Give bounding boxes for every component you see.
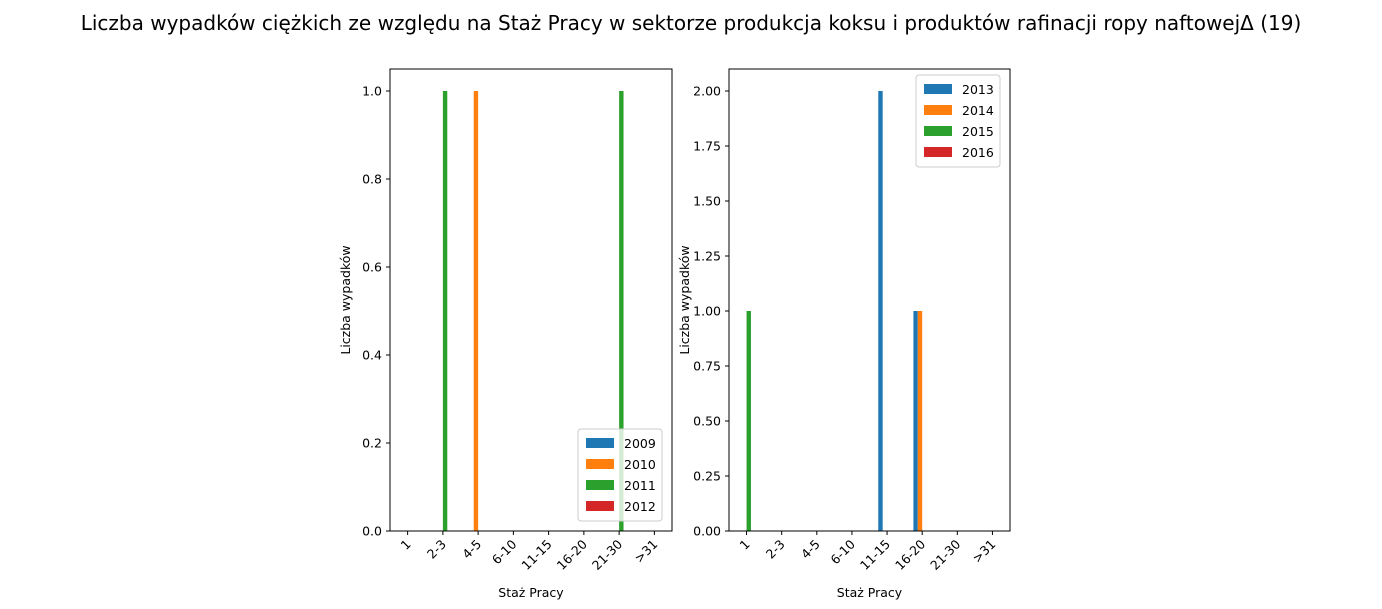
plot-frame (389, 68, 673, 532)
x-tick-label: 2-3 (763, 537, 788, 562)
bar-2013-11-15 (878, 91, 883, 531)
x-tick-label: 16-20 (554, 536, 590, 572)
legend-frame (577, 428, 663, 522)
legend-swatch-2013 (924, 84, 952, 94)
x-tick-label: 2-3 (424, 537, 449, 562)
plot-frame (728, 68, 1011, 532)
x-tick-label: 16-20 (892, 536, 928, 572)
legend-label-2011: 2011 (624, 478, 656, 493)
figure-title: Liczba wypadków ciężkich ze względu na S… (81, 11, 1302, 35)
y-tick-label: 0.25 (693, 469, 721, 484)
x-axis-label: Staż Pracy (837, 585, 903, 600)
legend-label-2014: 2014 (962, 103, 994, 118)
legend-label-2010: 2010 (624, 457, 656, 472)
x-tick-label: 1 (398, 537, 414, 553)
x-tick-label: 21-30 (927, 536, 963, 572)
y-tick-label: 1.75 (693, 139, 721, 154)
legend-swatch-2012 (586, 501, 614, 511)
legend-label-2013: 2013 (962, 82, 994, 97)
y-tick-label: 0.50 (693, 414, 721, 429)
y-tick-label: 0.2 (362, 436, 382, 451)
y-tick-label: 0.8 (362, 172, 382, 187)
y-tick-label: 0.75 (693, 359, 721, 374)
legend-swatch-2016 (924, 147, 952, 157)
x-tick-label: 4-5 (459, 537, 484, 562)
y-tick-label: 1.00 (693, 304, 721, 319)
legend-swatch-2015 (924, 126, 952, 136)
x-tick-label: 6-10 (489, 536, 520, 567)
y-tick-label: 0.00 (693, 524, 721, 539)
legend-label-2016: 2016 (962, 145, 994, 160)
legend: 2009 2010 2011 2012 (577, 428, 663, 522)
bar-2014-16-20 (917, 311, 923, 531)
x-tick-label: 11-15 (857, 537, 893, 573)
y-tick-label: 0.6 (362, 260, 382, 275)
bar-2013-16-20 (913, 311, 918, 531)
legend-swatch-2014 (924, 105, 952, 115)
legend-label-2012: 2012 (624, 499, 656, 514)
bar-2011-2-3 (442, 91, 448, 531)
legend: 2013 2014 2015 2016 (915, 74, 1001, 168)
legend-swatch-2010 (586, 459, 614, 469)
chart-right: 0.00 0.25 0.50 0.75 1.00 1.25 1.50 1.75 2.00 1 2-3… (677, 68, 1011, 600)
bar-2010-4-5 (473, 91, 479, 531)
x-axis-label: Staż Pracy (498, 585, 564, 600)
y-tick-label: 2.00 (693, 84, 721, 99)
chart-left: 0.00.20.40.60.81.01 2-3 4-5 6-1011-1516-202… (338, 68, 673, 600)
legend-frame (915, 74, 1001, 168)
legend-swatch-2011 (586, 480, 614, 490)
x-tick-label: >31 (969, 537, 998, 566)
y-tick-label: 1.25 (693, 249, 721, 264)
y-tick-label: 0.0 (362, 524, 382, 539)
x-tick-label: 1 (736, 537, 752, 553)
legend-swatch-2009 (586, 438, 614, 448)
y-axis-label: Liczba wypadków (677, 245, 692, 354)
x-tick-label: 21-30 (589, 536, 625, 572)
x-tick-label: 6-10 (827, 536, 858, 567)
y-axis-label: Liczba wypadków (338, 245, 353, 354)
y-tick-label: 1.50 (693, 194, 721, 209)
x-tick-label: 4-5 (798, 537, 823, 562)
x-tick-label: >31 (631, 537, 660, 566)
bar-2011-21-30 (619, 91, 624, 531)
y-tick-label: 1.0 (362, 84, 382, 99)
y-tick-label: 0.4 (362, 348, 382, 363)
legend-label-2015: 2015 (962, 124, 994, 139)
x-tick-label: 11-15 (518, 537, 554, 573)
bar-2015-1 (746, 311, 751, 531)
legend-label-2009: 2009 (624, 436, 656, 451)
